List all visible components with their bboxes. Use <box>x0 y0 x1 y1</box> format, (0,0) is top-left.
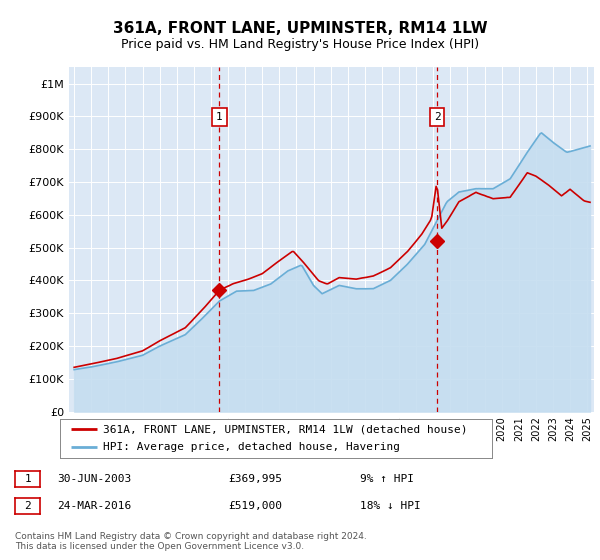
Text: 1: 1 <box>24 474 31 484</box>
Text: £519,000: £519,000 <box>228 501 282 511</box>
Text: HPI: Average price, detached house, Havering: HPI: Average price, detached house, Have… <box>103 442 400 452</box>
Text: 361A, FRONT LANE, UPMINSTER, RM14 1LW: 361A, FRONT LANE, UPMINSTER, RM14 1LW <box>113 21 487 36</box>
Text: 1: 1 <box>216 112 223 122</box>
Text: Contains HM Land Registry data © Crown copyright and database right 2024.
This d: Contains HM Land Registry data © Crown c… <box>15 532 367 552</box>
Text: 9% ↑ HPI: 9% ↑ HPI <box>360 474 414 484</box>
Text: 24-MAR-2016: 24-MAR-2016 <box>57 501 131 511</box>
Text: Price paid vs. HM Land Registry's House Price Index (HPI): Price paid vs. HM Land Registry's House … <box>121 38 479 51</box>
Text: 30-JUN-2003: 30-JUN-2003 <box>57 474 131 484</box>
Text: 18% ↓ HPI: 18% ↓ HPI <box>360 501 421 511</box>
Text: 2: 2 <box>24 501 31 511</box>
Text: 361A, FRONT LANE, UPMINSTER, RM14 1LW (detached house): 361A, FRONT LANE, UPMINSTER, RM14 1LW (d… <box>103 424 468 435</box>
Text: £369,995: £369,995 <box>228 474 282 484</box>
Text: 2: 2 <box>434 112 440 122</box>
